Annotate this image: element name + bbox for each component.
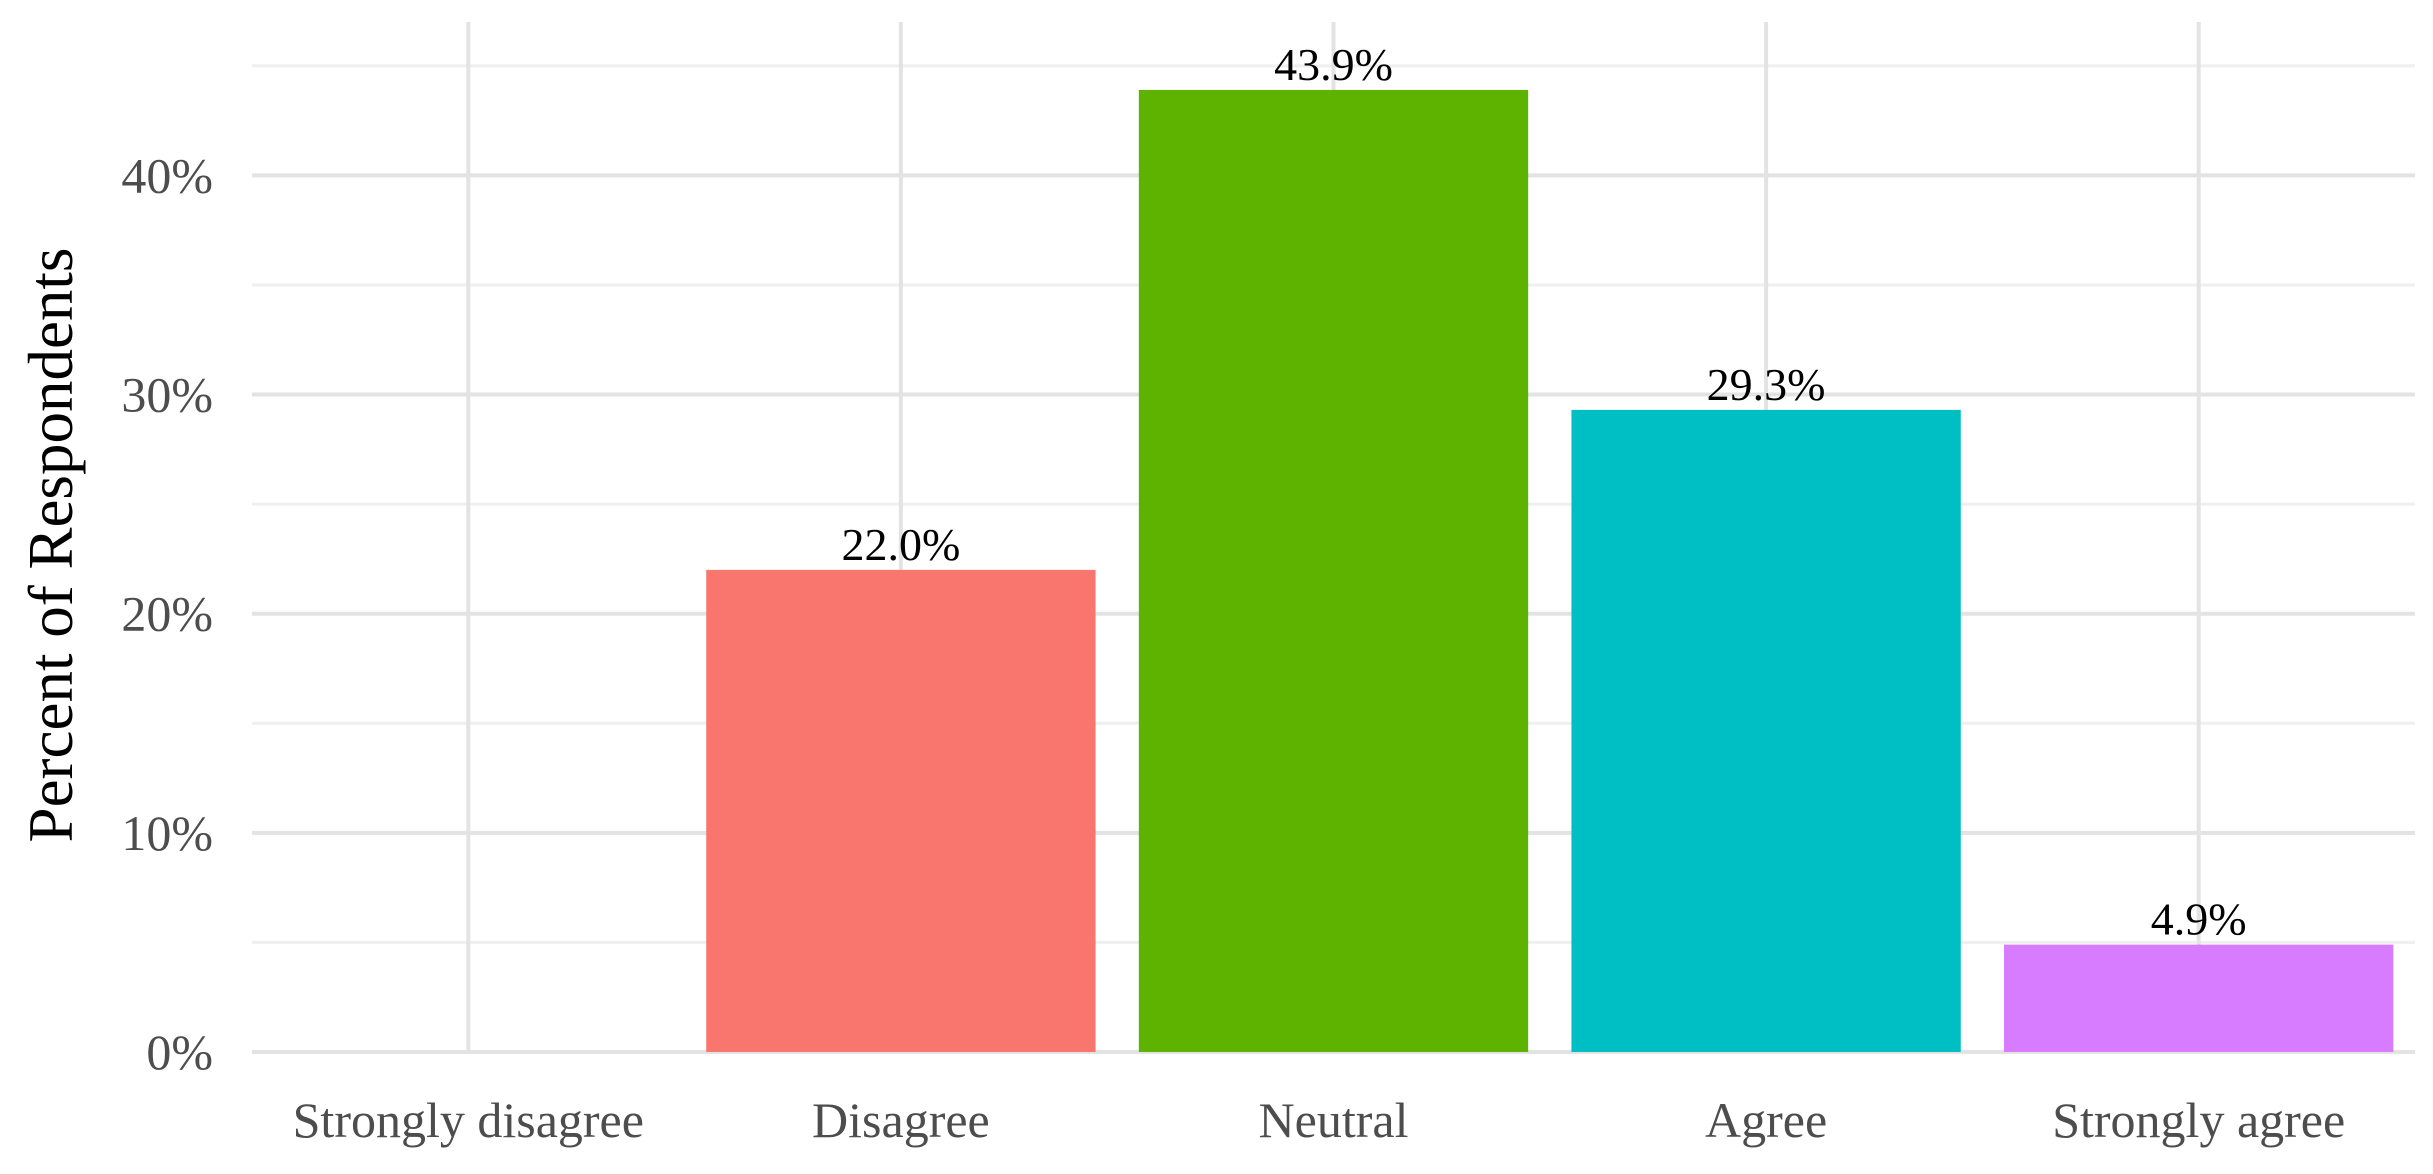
bar-agree: [1571, 409, 1961, 1052]
bars: [706, 89, 2394, 1053]
x-tick-label: Disagree: [812, 1092, 990, 1148]
x-tick-label: Strongly disagree: [293, 1092, 644, 1148]
y-tick-label: 40%: [121, 147, 213, 203]
y-tick-label: 0%: [146, 1024, 213, 1080]
y-tick-label: 20%: [121, 586, 213, 642]
y-tick-label: 10%: [121, 805, 213, 861]
x-tick-label: Agree: [1705, 1092, 1827, 1148]
y-tick-label: 30%: [121, 367, 213, 423]
x-tick-label: Neutral: [1259, 1092, 1409, 1148]
bar-value-label: 4.9%: [2151, 894, 2247, 945]
bar-value-label: 22.0%: [841, 519, 960, 570]
x-tick-label: Strongly agree: [2052, 1092, 2345, 1148]
y-axis-title: Percent of Respondents: [16, 248, 86, 843]
bar-neutral: [1138, 89, 1529, 1053]
y-axis-tick-labels: 0% 10% 20% 30% 40%: [121, 147, 213, 1080]
x-axis-tick-labels: Strongly disagree Disagree Neutral Agree Str…: [293, 1092, 2346, 1148]
bar-value-labels: 22.0% 43.9% 29.3% 4.9%: [841, 39, 2246, 945]
bar-value-label: 29.3%: [1707, 359, 1826, 410]
bar-value-label: 43.9%: [1274, 39, 1393, 90]
bar-strongly-agree: [2004, 944, 2394, 1052]
bar-disagree: [706, 569, 1096, 1052]
